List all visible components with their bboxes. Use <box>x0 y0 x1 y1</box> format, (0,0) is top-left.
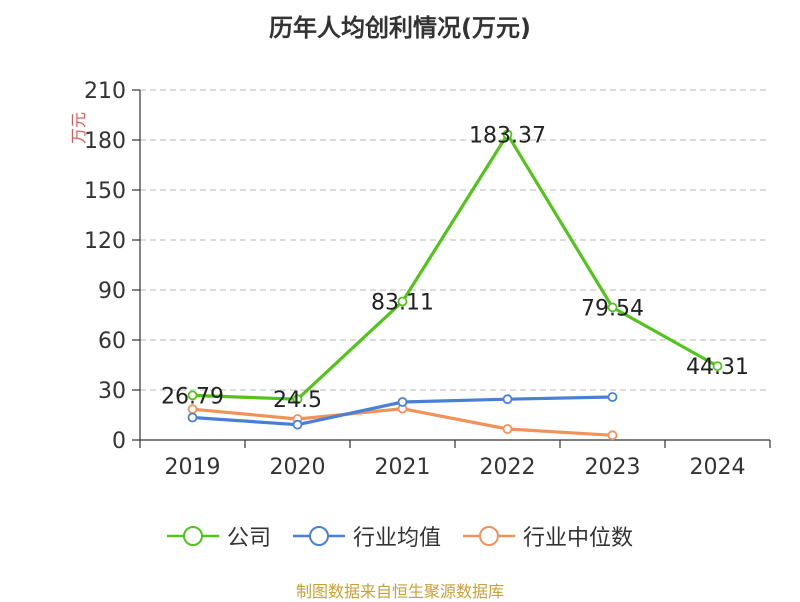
point-series-1-2020 <box>292 419 303 430</box>
point-series-0-2019 <box>187 390 198 401</box>
data-label-2019: 26.79 <box>161 384 224 409</box>
data-label-2022: 183.37 <box>469 123 546 148</box>
point-series-0-2022 <box>502 129 513 140</box>
point-series-0-2021 <box>397 296 408 307</box>
point-series-0-2023 <box>607 302 618 313</box>
grid-lines <box>140 89 770 391</box>
legend-swatch-circle <box>308 526 329 546</box>
legend-company-label: 公司 <box>226 526 271 551</box>
legend-industry-median-label: 行业中位数 <box>523 526 634 551</box>
data-label-2024: 44.31 <box>686 355 749 380</box>
series-lines <box>187 129 723 441</box>
legend-swatch-circle <box>182 526 203 546</box>
series-line-0 <box>192 132 719 401</box>
point-series-0-2024 <box>712 361 723 372</box>
axes: 0 30 60 90 120 150 180 210 2019 2020 2021 2022 2023 2… <box>69 79 771 480</box>
x-tick-label-2020: 2020 <box>270 455 326 480</box>
legend-company-swatch-icon <box>166 526 219 546</box>
data-label-2021: 83.11 <box>371 290 434 315</box>
legend-industry-average-label: 行业均值 <box>352 526 441 551</box>
y-tick-label-210: 210 <box>84 79 126 104</box>
x-tick-label-2024: 2024 <box>690 455 746 480</box>
legend: 公司 行业均值 行业中位数 <box>0 520 800 552</box>
point-series-1-2022 <box>502 394 513 405</box>
y-tick-label-30: 30 <box>98 379 126 404</box>
legend-item-industry-average[interactable]: 行业均值 <box>292 520 441 552</box>
data-source-note: 制图数据来自恒生聚源数据库 <box>295 582 504 601</box>
y-tick-label-0: 0 <box>112 429 126 454</box>
legend-item-industry-median[interactable]: 行业中位数 <box>463 520 633 552</box>
y-axis-title: 万元 <box>69 112 88 144</box>
y-tick-label-120: 120 <box>84 229 126 254</box>
x-tick-label-2019: 2019 <box>165 455 221 480</box>
y-tick-label-150: 150 <box>84 179 126 204</box>
y-tick-label-180: 180 <box>84 129 126 154</box>
point-series-1-2023 <box>607 392 618 402</box>
legend-swatch-circle <box>479 526 499 546</box>
chart-title: 历年人均创利情况(万元) <box>269 14 531 42</box>
data-label-2023: 79.54 <box>581 296 644 321</box>
point-series-2-2023 <box>607 430 618 441</box>
x-tick-label-2022: 2022 <box>480 455 536 480</box>
y-tick-label-90: 90 <box>98 279 126 304</box>
legend-item-company[interactable]: 公司 <box>166 520 271 552</box>
point-series-0-2020 <box>292 394 303 405</box>
y-tick-label-60: 60 <box>98 329 126 354</box>
point-series-2-2022 <box>502 424 513 434</box>
point-series-1-2021 <box>397 397 408 407</box>
data-label-2020: 24.5 <box>273 388 322 413</box>
legend-industry-average-swatch-icon <box>292 526 345 546</box>
data-labels: 26.79 24.5 83.11 183.37 79.54 44.31 <box>161 123 749 413</box>
point-series-1-2019 <box>187 412 198 423</box>
x-tick-label-2021: 2021 <box>375 455 431 480</box>
x-tick-label-2023: 2023 <box>585 455 641 480</box>
legend-industry-median-swatch-icon <box>463 526 515 546</box>
